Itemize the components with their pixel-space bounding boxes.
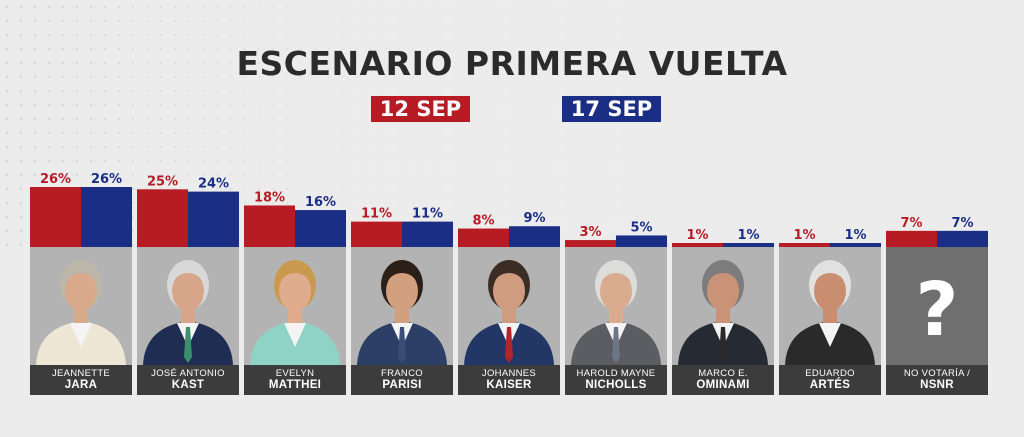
data-label-12sep-2: 18% bbox=[254, 190, 285, 205]
candidate-first-name: Marco E. bbox=[698, 368, 748, 379]
data-label-12sep-5: 3% bbox=[579, 225, 601, 240]
bar-17sep-5 bbox=[616, 235, 667, 247]
candidate-first-name: Harold Mayne bbox=[576, 368, 656, 379]
candidate-photo bbox=[36, 260, 126, 365]
candidate-last-name: KAST bbox=[171, 379, 205, 391]
candidate-last-name: NICHOLLS bbox=[585, 379, 647, 391]
bar-12sep-7 bbox=[779, 243, 830, 247]
candidate-name: Johannes KAISER bbox=[458, 365, 560, 395]
candidate-name: Eduardo ARTÉS bbox=[779, 365, 881, 395]
bar-17sep-2 bbox=[295, 210, 346, 247]
bar-17sep-1 bbox=[188, 191, 239, 247]
data-label-17sep-2: 16% bbox=[305, 195, 336, 210]
candidate-name: Franco PARISI bbox=[351, 365, 453, 395]
candidate-panel: José Antonio KAST bbox=[137, 247, 239, 395]
candidate-name: No votaría / NSNR bbox=[886, 365, 988, 395]
candidate-name: José Antonio KAST bbox=[137, 365, 239, 395]
bar-17sep-7 bbox=[830, 243, 881, 247]
candidate-last-name: ARTÉS bbox=[809, 379, 851, 391]
candidate-panel: Eduardo ARTÉS bbox=[779, 247, 881, 395]
bar-17sep-6 bbox=[723, 243, 774, 247]
candidate-last-name: JARA bbox=[64, 379, 98, 391]
candidate-last-name: MATTHEI bbox=[268, 379, 322, 391]
candidate-photo bbox=[143, 260, 233, 365]
candidate-photo bbox=[250, 260, 340, 365]
candidate-first-name: Evelyn bbox=[275, 368, 315, 379]
bar-12sep-1 bbox=[137, 189, 188, 247]
candidate-panel: Evelyn MATTHEI bbox=[244, 247, 346, 395]
candidate-first-name: Franco bbox=[381, 368, 423, 379]
chart-title: ESCENARIO PRIMERA VUELTA bbox=[236, 44, 788, 83]
bar-12sep-3 bbox=[351, 221, 402, 247]
data-label-17sep-8: 7% bbox=[951, 216, 973, 231]
data-label-12sep-1: 25% bbox=[147, 174, 178, 189]
legend-12-sep: 12 SEP bbox=[371, 96, 470, 122]
legend-17-sep: 17 SEP bbox=[562, 96, 661, 122]
candidate-first-name: No votaría / bbox=[903, 368, 971, 379]
bar-12sep-0 bbox=[30, 187, 81, 247]
candidate-first-name: Jeannette bbox=[51, 368, 111, 379]
candidate-panel: Harold Mayne NICHOLLS bbox=[565, 247, 667, 395]
bar-12sep-6 bbox=[672, 243, 723, 247]
candidate-photo bbox=[678, 260, 768, 365]
question-mark-icon: ? bbox=[915, 267, 959, 353]
data-label-12sep-3: 11% bbox=[361, 207, 392, 222]
candidate-photo bbox=[785, 260, 875, 365]
candidate-first-name: José Antonio bbox=[151, 368, 225, 379]
candidate-first-name: Eduardo bbox=[805, 368, 855, 379]
candidate-last-name: NSNR bbox=[920, 379, 954, 391]
bar-12sep-8 bbox=[886, 230, 937, 247]
data-label-17sep-0: 26% bbox=[91, 172, 122, 187]
data-label-17sep-1: 24% bbox=[198, 177, 229, 192]
data-label-17sep-7: 1% bbox=[844, 228, 866, 243]
bar-17sep-4 bbox=[509, 226, 560, 247]
data-label-12sep-0: 26% bbox=[40, 172, 71, 187]
bar-12sep-4 bbox=[458, 228, 509, 247]
data-label-12sep-8: 7% bbox=[900, 216, 922, 231]
candidate-last-name: OMINAMI bbox=[696, 379, 750, 391]
candidate-first-name: Johannes bbox=[481, 368, 537, 379]
data-label-12sep-7: 1% bbox=[793, 228, 815, 243]
candidate-photo bbox=[571, 260, 661, 365]
candidate-panel: Franco PARISI bbox=[351, 247, 453, 395]
candidate-name: Jeannette JARA bbox=[30, 365, 132, 395]
candidate-last-name: PARISI bbox=[382, 379, 422, 391]
candidate-name: Harold Mayne NICHOLLS bbox=[565, 365, 667, 395]
bar-12sep-2 bbox=[244, 205, 295, 247]
candidate-last-name: KAISER bbox=[486, 379, 532, 391]
candidate-panel: ? No votaría / NSNR bbox=[886, 247, 988, 395]
data-label-17sep-5: 5% bbox=[630, 220, 652, 235]
data-label-17sep-3: 11% bbox=[412, 207, 443, 222]
data-label-12sep-4: 8% bbox=[472, 214, 494, 229]
candidate-photo bbox=[357, 260, 447, 365]
bar-12sep-5 bbox=[565, 240, 616, 247]
candidate-panel: Jeannette JARA bbox=[30, 247, 132, 395]
data-label-17sep-4: 9% bbox=[523, 211, 545, 226]
candidate-photo bbox=[464, 260, 554, 365]
bar-17sep-0 bbox=[81, 187, 132, 247]
bar-17sep-3 bbox=[402, 221, 453, 247]
candidate-name: Marco E. OMINAMI bbox=[672, 365, 774, 395]
candidate-panel: Johannes KAISER bbox=[458, 247, 560, 395]
candidate-name: Evelyn MATTHEI bbox=[244, 365, 346, 395]
bar-17sep-8 bbox=[937, 230, 988, 247]
data-label-12sep-6: 1% bbox=[686, 228, 708, 243]
data-label-17sep-6: 1% bbox=[737, 228, 759, 243]
candidate-panel: Marco E. OMINAMI bbox=[672, 247, 774, 395]
